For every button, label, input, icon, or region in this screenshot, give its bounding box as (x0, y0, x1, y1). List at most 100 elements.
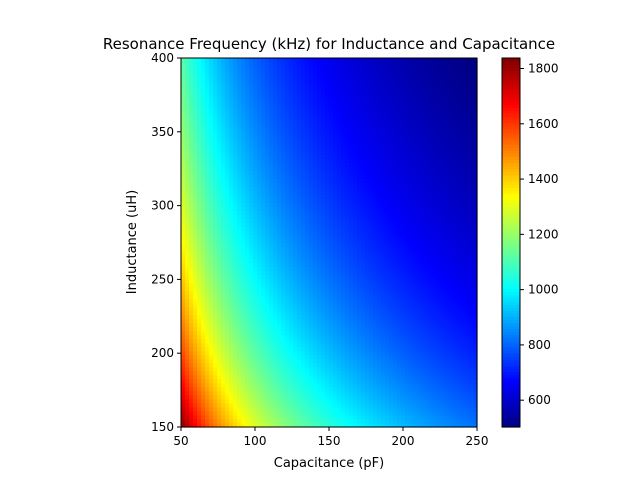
heatmap-cell (197, 402, 202, 408)
heatmap-cell (385, 310, 390, 316)
heatmap-cell (197, 94, 202, 99)
heatmap-cell (373, 166, 378, 171)
heatmap-cell (185, 150, 190, 155)
heatmap-cell (397, 338, 402, 344)
heatmap-cell (377, 314, 382, 320)
heatmap-cell (189, 206, 194, 212)
heatmap-cell (209, 250, 214, 256)
heatmap-cell (213, 138, 218, 143)
heatmap-cell (305, 274, 310, 280)
heatmap-cell (245, 142, 250, 147)
heatmap-cell (297, 370, 302, 376)
heatmap-cell (321, 398, 326, 404)
heatmap-cell (389, 70, 394, 75)
heatmap-cell (181, 274, 186, 280)
heatmap-cell (393, 102, 398, 107)
heatmap-cell (269, 174, 274, 179)
heatmap-cell (273, 266, 278, 272)
heatmap-cell (189, 314, 194, 320)
heatmap-cell (285, 170, 290, 175)
heatmap-cell (197, 414, 202, 420)
heatmap-cell (297, 258, 302, 264)
heatmap-cell (257, 122, 262, 127)
heatmap-cell (385, 90, 390, 95)
heatmap-cell (337, 342, 342, 348)
heatmap-cell (345, 258, 350, 264)
heatmap-cell (249, 354, 254, 360)
heatmap-cell (265, 422, 270, 428)
heatmap-cell (369, 106, 374, 111)
heatmap-cell (389, 130, 394, 135)
heatmap-cell (397, 418, 402, 424)
heatmap-cell (241, 198, 246, 203)
heatmap-cell (373, 82, 378, 87)
heatmap-cell (209, 402, 214, 408)
heatmap-cell (373, 194, 378, 199)
heatmap-cell (289, 98, 294, 103)
heatmap-cell (221, 262, 226, 268)
heatmap-cell (273, 406, 278, 412)
heatmap-cell (393, 410, 398, 416)
heatmap-cell (293, 238, 298, 244)
heatmap-cell (317, 258, 322, 264)
heatmap-cell (277, 362, 282, 368)
heatmap-cell (381, 138, 386, 143)
heatmap-cell (313, 214, 318, 220)
heatmap-cell (329, 90, 334, 95)
heatmap-cell (393, 206, 398, 212)
heatmap-cell (181, 186, 186, 191)
heatmap-cell (293, 350, 298, 356)
heatmap-cell (365, 230, 370, 236)
heatmap-cell (373, 322, 378, 328)
heatmap-cell (389, 138, 394, 143)
heatmap-cell (237, 330, 242, 336)
heatmap-cell (181, 422, 186, 428)
heatmap-cell (393, 406, 398, 412)
heatmap-cell (201, 90, 206, 95)
heatmap-cell (213, 298, 218, 304)
heatmap-cell (361, 82, 366, 87)
heatmap-cell (293, 118, 298, 123)
heatmap-cell (305, 214, 310, 220)
heatmap-cell (281, 250, 286, 256)
heatmap-cell (233, 326, 238, 332)
heatmap-cell (369, 282, 374, 288)
heatmap-cell (245, 166, 250, 171)
heatmap-cell (301, 262, 306, 268)
heatmap-cell (269, 86, 274, 91)
heatmap-cell (377, 374, 382, 380)
heatmap-cell (305, 406, 310, 412)
heatmap-cell (281, 418, 286, 424)
heatmap-cell (393, 282, 398, 288)
heatmap-cell (349, 250, 354, 256)
heatmap-cell (225, 126, 230, 131)
heatmap-cell (213, 222, 218, 228)
heatmap-cell (237, 266, 242, 272)
heatmap-cell (189, 222, 194, 228)
heatmap-cell (397, 318, 402, 324)
heatmap-cell (257, 146, 262, 151)
heatmap-cell (293, 126, 298, 131)
heatmap-cell (189, 310, 194, 316)
heatmap-cell (289, 230, 294, 236)
heatmap-cell (329, 414, 334, 420)
heatmap-cell (389, 158, 394, 163)
heatmap-cell (317, 122, 322, 127)
heatmap-cell (325, 250, 330, 256)
heatmap-cell (213, 394, 218, 400)
heatmap-cell (297, 118, 302, 123)
heatmap-cell (329, 178, 334, 183)
heatmap-cell (373, 62, 378, 67)
heatmap-cell (313, 270, 318, 276)
heatmap-cell (257, 226, 262, 232)
heatmap-cell (297, 406, 302, 412)
heatmap-cell (189, 70, 194, 75)
heatmap-cell (197, 330, 202, 336)
heatmap-cell (329, 350, 334, 356)
heatmap-cell (241, 306, 246, 312)
heatmap-cell (361, 58, 366, 63)
heatmap-cell (365, 258, 370, 264)
heatmap-cell (229, 102, 234, 107)
heatmap-cell (269, 166, 274, 171)
heatmap-cell (261, 422, 266, 428)
